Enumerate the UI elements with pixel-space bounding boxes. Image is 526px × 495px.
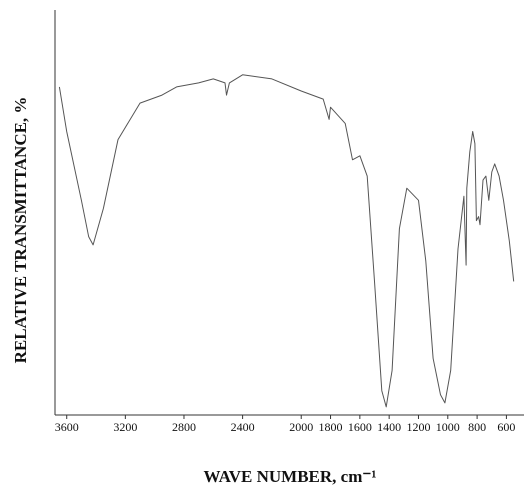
x-tick-label: 800: [468, 420, 486, 434]
x-tick-label: 3600: [55, 420, 79, 434]
x-tick-label: 2000: [289, 420, 313, 434]
x-tick-label: 1800: [319, 420, 343, 434]
x-tick-label: 3200: [113, 420, 137, 434]
spectrum-line: [58, 74, 515, 408]
x-tick-label: 1200: [406, 420, 430, 434]
x-tick-label: 1000: [436, 420, 460, 434]
x-tick-label: 1600: [348, 420, 372, 434]
x-axis-label: WAVE NUMBER, cm⁻¹: [204, 467, 377, 486]
y-axis-label: RELATIVE TRANSMITTANCE, %: [11, 97, 30, 364]
x-tick-label: 1400: [377, 420, 401, 434]
x-tick-label: 600: [497, 420, 515, 434]
x-tick-label: 2800: [172, 420, 196, 434]
x-tick-label: 2400: [231, 420, 255, 434]
